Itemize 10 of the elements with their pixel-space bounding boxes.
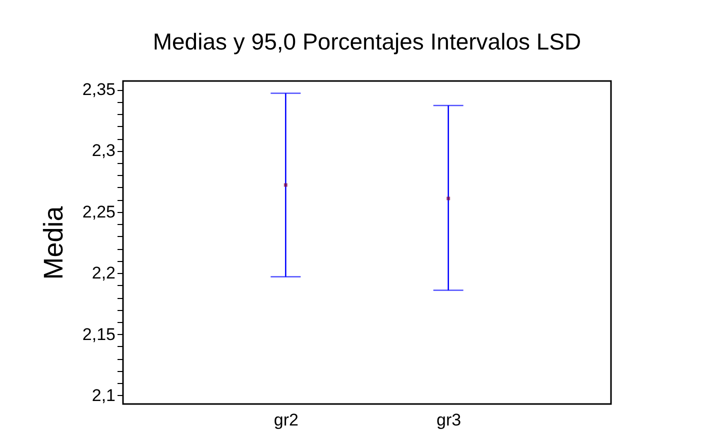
x-tick-label: gr3 (436, 410, 462, 430)
y-tick-label: 2,1 (92, 386, 116, 405)
y-tick-label: 2,15 (82, 324, 116, 344)
chart-title: Medias y 95,0 Porcentajes Intervalos LSD (152, 28, 582, 55)
y-tick-label: 2,2 (92, 264, 116, 283)
y-tick-label: 2,25 (82, 202, 116, 222)
y-tick-label: 2,35 (82, 80, 116, 100)
y-tick-label: 2,3 (92, 141, 116, 160)
y-axis-title: Media (38, 205, 68, 280)
x-tick-label: gr2 (274, 410, 298, 430)
